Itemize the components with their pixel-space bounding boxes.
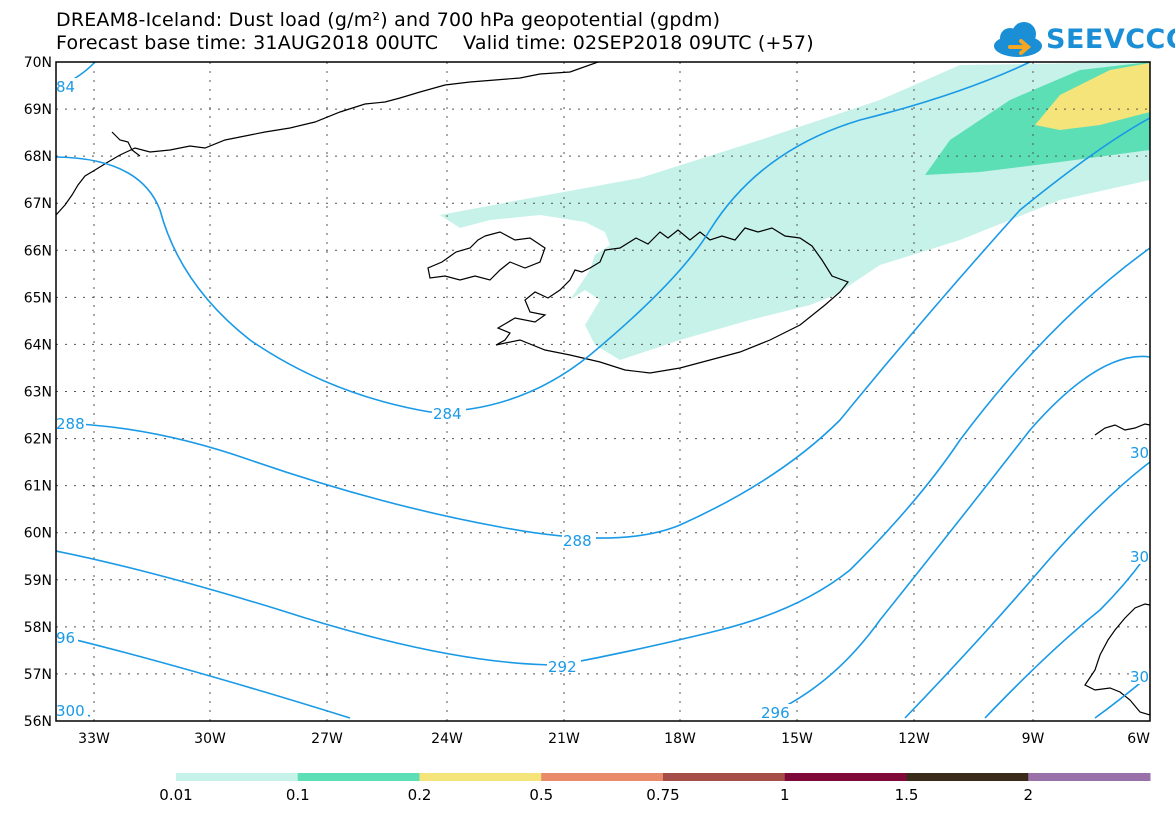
legend-swatch bbox=[541, 773, 664, 781]
latitude-label: 63N bbox=[24, 385, 52, 401]
legend-swatch bbox=[663, 773, 786, 781]
legend-label: 0.75 bbox=[646, 786, 679, 804]
legend-swatch bbox=[419, 773, 542, 781]
latitude-label: 62N bbox=[24, 432, 52, 448]
longitude-label: 27W bbox=[311, 731, 343, 747]
legend-swatch bbox=[1028, 773, 1151, 781]
longitude-label: 21W bbox=[548, 731, 580, 747]
greenland-coast bbox=[56, 62, 599, 216]
legend-label: 0.1 bbox=[286, 786, 310, 804]
contour-label: 288 bbox=[56, 415, 85, 433]
contour-label: 96 bbox=[56, 629, 75, 647]
longitude-label: 30W bbox=[194, 731, 226, 747]
legend-label: 0.2 bbox=[408, 786, 432, 804]
faroe-shetland-coast bbox=[1094, 423, 1150, 436]
latitude-label: 67N bbox=[24, 196, 52, 212]
longitude-labels: 33W 30W 27W 24W 21W 18W 15W 12W 9W 6W bbox=[78, 731, 1150, 747]
contour-label: 300 bbox=[56, 702, 85, 720]
legend-swatch bbox=[906, 773, 1029, 781]
dust-0.2-area bbox=[1035, 63, 1150, 130]
longitude-label: 9W bbox=[1022, 731, 1045, 747]
cloud-icon bbox=[994, 22, 1042, 57]
scotland-coast bbox=[1084, 603, 1150, 716]
legend-label: 1 bbox=[780, 786, 790, 804]
iceland-westfjords bbox=[427, 231, 546, 281]
latitude-label: 61N bbox=[24, 479, 52, 495]
dust-shading bbox=[440, 62, 1150, 360]
latitude-label: 57N bbox=[24, 667, 52, 683]
contour-label: 30 bbox=[1130, 444, 1149, 462]
latitude-label: 69N bbox=[24, 102, 52, 118]
contour-292 bbox=[56, 247, 1150, 666]
contour-296 bbox=[56, 355, 1150, 719]
graticule bbox=[56, 62, 1150, 721]
contour-label: 288 bbox=[563, 532, 592, 550]
longitude-label: 12W bbox=[898, 731, 930, 747]
iceland-coast bbox=[495, 227, 849, 374]
latitude-label: 60N bbox=[24, 526, 52, 542]
contour-label: 30 bbox=[1130, 668, 1149, 686]
contour-labels: 84 288 284 288 292 96 300 296 30 30 30 bbox=[56, 78, 1150, 722]
color-legend: 0.01 0.1 0.2 0.5 0.75 1 1.5 2 bbox=[159, 773, 1151, 804]
contour-label: 30 bbox=[1130, 548, 1149, 566]
latitude-label: 59N bbox=[24, 573, 52, 589]
legend-swatch bbox=[297, 773, 420, 781]
legend-label: 2 bbox=[1023, 786, 1033, 804]
map-subtitle: Forecast base time: 31AUG2018 00UTC Vali… bbox=[56, 32, 814, 54]
legend-swatch bbox=[176, 773, 299, 781]
latitude-labels: 70N 69N 68N 67N 66N 65N 64N 63N 62N 61N 60N 59N 58N 5… bbox=[24, 55, 52, 730]
contour-label: 284 bbox=[433, 405, 462, 423]
contour-284 bbox=[56, 62, 1031, 413]
longitude-label: 6W bbox=[1127, 731, 1150, 747]
latitude-label: 58N bbox=[24, 620, 52, 636]
map-title: DREAM8-Iceland: Dust load (g/m²) and 700… bbox=[56, 9, 721, 31]
contour-label: 84 bbox=[56, 78, 75, 96]
map-frame bbox=[55, 61, 1151, 722]
longitude-label: 24W bbox=[431, 731, 463, 747]
legend-label: 0.01 bbox=[159, 786, 192, 804]
longitude-label: 15W bbox=[781, 731, 813, 747]
contour-288 bbox=[56, 117, 1150, 539]
longitude-label: 33W bbox=[78, 731, 110, 747]
legend-label: 0.5 bbox=[529, 786, 553, 804]
latitude-label: 66N bbox=[24, 243, 52, 259]
latitude-label: 56N bbox=[24, 714, 52, 730]
latitude-label: 68N bbox=[24, 149, 52, 165]
legend-swatch bbox=[784, 773, 907, 781]
contour-label: 292 bbox=[548, 658, 577, 676]
longitude-label: 18W bbox=[664, 731, 696, 747]
logo-text: SEEVCCC bbox=[1046, 24, 1175, 55]
latitude-label: 70N bbox=[24, 55, 52, 71]
contour-304 bbox=[984, 549, 1150, 719]
coastlines bbox=[56, 62, 1150, 716]
latitude-label: 65N bbox=[24, 290, 52, 306]
latitude-label: 64N bbox=[24, 337, 52, 353]
seevccc-logo bbox=[994, 22, 1042, 57]
legend-label: 1.5 bbox=[895, 786, 919, 804]
greenland-coast-east bbox=[111, 131, 141, 157]
contour-label: 296 bbox=[761, 704, 790, 722]
